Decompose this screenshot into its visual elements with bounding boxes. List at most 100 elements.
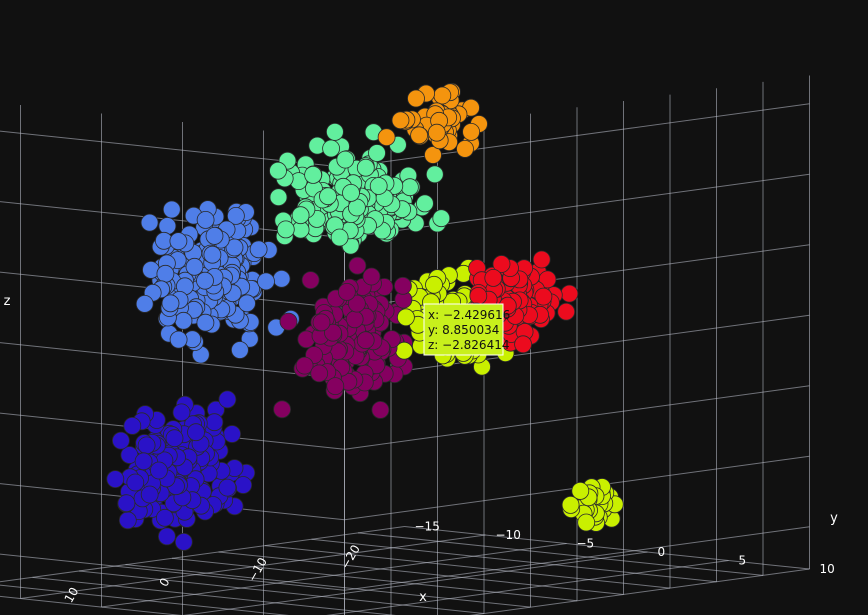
data-point [433,86,452,105]
data-point [106,470,125,489]
data-point [336,150,355,169]
data-points [106,82,624,551]
hover-z-label: z: [428,338,442,352]
grid-line [182,551,648,615]
data-point [140,213,159,232]
data-point [269,188,288,207]
data-point [324,323,342,342]
data-point [155,508,174,527]
data-point [269,161,287,180]
data-point [514,335,532,354]
hover-x-value: −2.429616 [443,308,510,322]
data-point [249,240,268,259]
data-point [356,331,375,350]
y-axis-title: y [830,511,838,526]
data-point [123,416,142,435]
y-tick-label: −5 [577,537,595,551]
data-point [310,364,329,383]
data-point [118,511,137,530]
data-point [218,390,237,409]
grid-line [469,568,810,615]
data-point [330,228,349,247]
data-point [345,310,364,329]
data-point [291,206,310,225]
grid-line [344,526,810,591]
y-tick-label: 5 [739,554,747,568]
data-point [161,294,180,313]
data-point [356,158,375,177]
data-point [427,123,446,142]
data-point [415,194,434,213]
data-point [377,128,396,147]
data-point [149,461,168,480]
data-point [534,287,553,306]
data-point [112,431,130,450]
grid-line [101,543,567,608]
data-point [157,527,176,546]
grid-line [357,532,764,576]
grid-line [0,271,345,309]
grid-line [344,314,810,380]
grid-line [0,342,345,380]
x-axis-title: x [419,590,427,605]
svg-text:y: 8.850034: y: 8.850034 [428,323,499,337]
hover-y-value: 8.850034 [442,323,499,337]
data-point [137,436,156,455]
data-point [169,232,188,251]
hover-z-value: −2.826414 [442,338,509,352]
data-point [396,308,415,327]
data-point [325,122,344,141]
data-point [425,165,444,184]
grid-line [264,545,671,589]
data-point [279,312,298,331]
grid-line [0,584,290,615]
data-point [560,284,579,303]
data-point [238,294,256,313]
data-point [347,294,366,313]
grid-line [20,534,486,600]
data-point [174,311,193,330]
y-tick-label: −15 [415,520,440,534]
grid-line [344,385,810,450]
data-point [319,187,337,206]
data-point [230,341,249,359]
data-point [257,272,275,291]
data-point [205,226,224,245]
data-point [393,276,412,295]
data-point [368,144,386,162]
data-point [135,294,154,313]
y-tick-label: 10 [820,562,835,576]
data-point [348,256,367,275]
data-point [273,400,292,419]
data-point [557,302,576,321]
data-point [362,267,381,286]
z-axis-title: z [4,294,11,309]
grid-line [326,560,729,615]
grid-line [0,553,345,591]
data-point [276,220,295,239]
data-point [196,210,215,229]
data-point [391,111,410,130]
axis-titles: x y z [4,294,839,605]
data-point [326,377,345,396]
grid-line [171,557,578,602]
data-point [126,473,145,492]
data-point [158,217,177,235]
grid-line [344,103,810,168]
data-point [304,165,323,184]
data-point [532,250,551,269]
data-point [456,139,474,158]
data-point [203,245,222,264]
data-point [425,275,443,294]
data-point [407,89,425,108]
data-point [312,313,331,332]
data-point [432,209,451,228]
x-tick-label: 10 [62,585,82,605]
data-point [322,139,341,158]
data-point [484,268,503,287]
data-point [165,429,184,448]
data-point [424,146,442,164]
data-point [272,269,291,288]
